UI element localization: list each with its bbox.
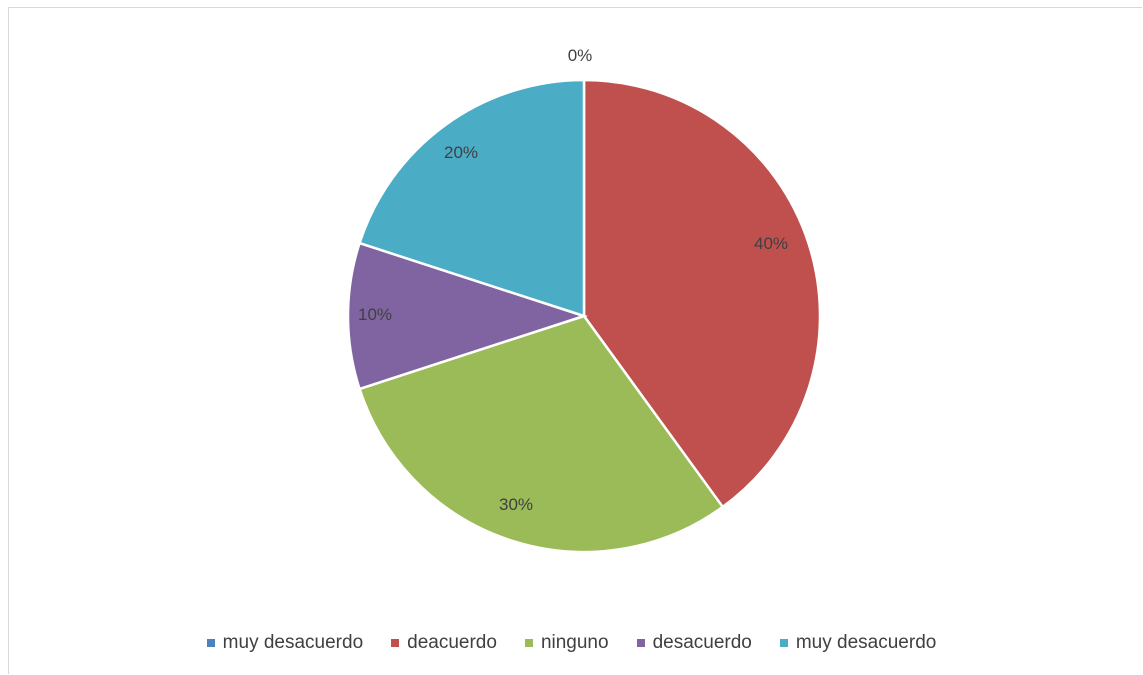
- legend-label: desacuerdo: [652, 632, 752, 653]
- data-label-2: 30%: [499, 495, 533, 514]
- legend-swatch: [636, 639, 645, 647]
- legend-label: muy desacuerdo: [795, 632, 937, 653]
- pie-slice-2: [357, 314, 725, 554]
- legend-swatch: [524, 639, 533, 647]
- legend-item-2: ninguno: [524, 632, 609, 654]
- pie-slice-4: [357, 78, 586, 318]
- pie-slice-3: [346, 241, 589, 391]
- legend-swatch: [206, 639, 215, 647]
- legend-swatch: [391, 639, 400, 647]
- legend-label: muy desacuerdo: [222, 632, 364, 653]
- legend-label: deacuerdo: [407, 632, 497, 653]
- legend-item-4: muy desacuerdo: [779, 632, 937, 654]
- data-label-4: 20%: [444, 143, 478, 162]
- data-label-0: 0%: [568, 46, 593, 65]
- legend: muy desacuerdo deacuerdo ninguno desacuerdo…: [0, 632, 1143, 654]
- legend-item-0: muy desacuerdo: [206, 632, 364, 654]
- data-label-1: 40%: [754, 234, 788, 253]
- pie-slice-1: [582, 78, 822, 509]
- legend-item-1: deacuerdo: [391, 632, 497, 654]
- legend-label: ninguno: [540, 632, 609, 653]
- legend-swatch: [779, 639, 788, 647]
- data-label-3: 10%: [358, 305, 392, 324]
- legend-item-3: desacuerdo: [636, 632, 752, 654]
